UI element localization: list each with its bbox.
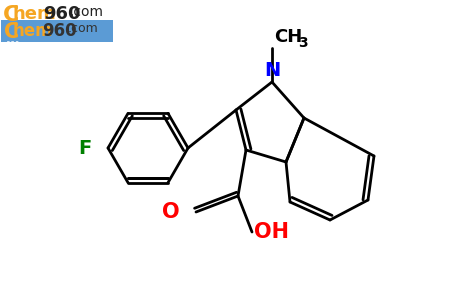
Text: 960化工网: 960化工网 xyxy=(6,40,35,49)
Text: C: C xyxy=(3,5,19,25)
Text: 960化工网: 960化工网 xyxy=(8,42,39,51)
Text: OH: OH xyxy=(254,222,289,242)
FancyBboxPatch shape xyxy=(2,22,110,40)
Text: hem: hem xyxy=(13,22,54,40)
Text: 3: 3 xyxy=(298,36,308,50)
Text: hem: hem xyxy=(13,5,57,23)
Text: F: F xyxy=(79,139,92,158)
Text: .com: .com xyxy=(70,5,104,19)
Text: .com: .com xyxy=(68,22,99,35)
Text: 960: 960 xyxy=(43,5,81,23)
Text: 960: 960 xyxy=(42,22,77,40)
Text: O: O xyxy=(163,202,180,222)
Bar xyxy=(1,20,113,42)
Text: N: N xyxy=(264,61,280,80)
Text: CH: CH xyxy=(274,28,302,46)
Text: C: C xyxy=(4,22,19,42)
